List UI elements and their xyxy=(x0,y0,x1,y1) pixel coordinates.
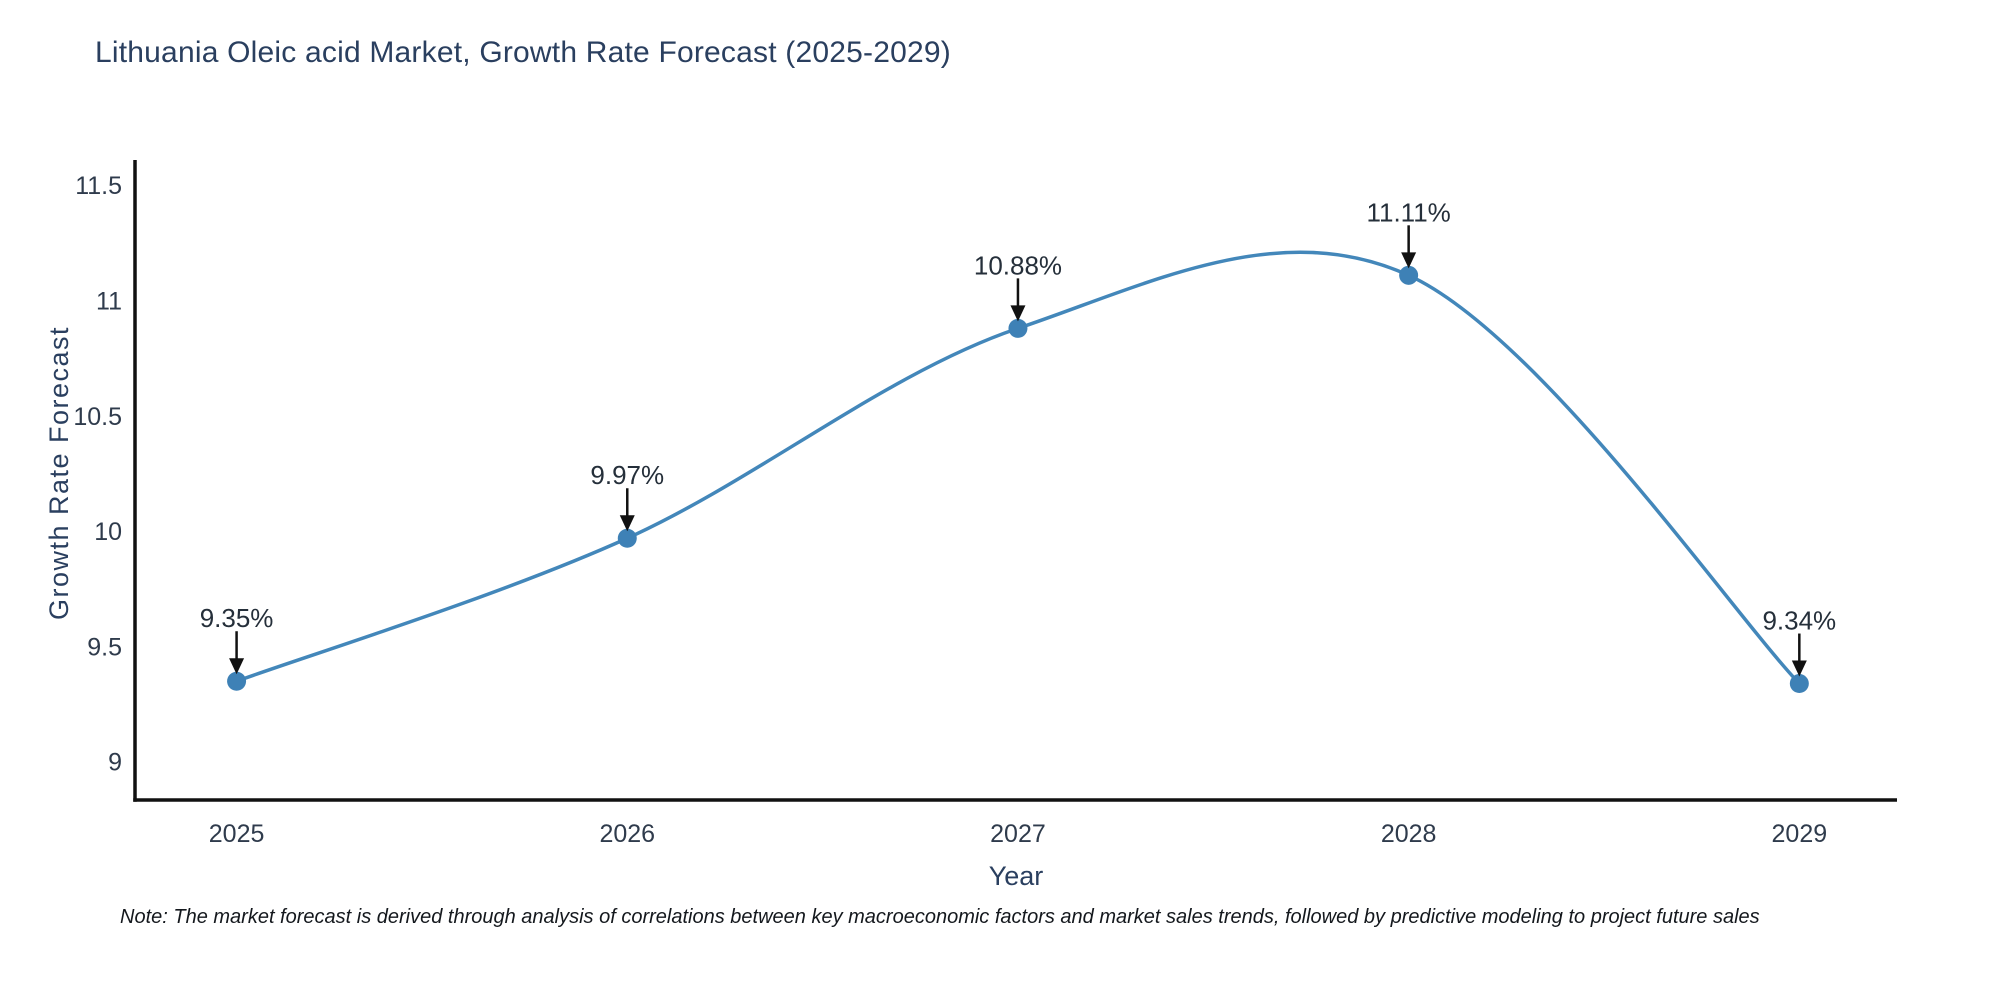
y-tick-label: 10 xyxy=(94,518,122,546)
y-tick-label: 11.5 xyxy=(75,172,122,200)
data-point-label: 10.88% xyxy=(974,250,1062,280)
data-point-label: 9.34% xyxy=(1762,606,1836,636)
data-point-marker[interactable] xyxy=(1789,674,1809,694)
y-axis-title: Growth Rate Forecast xyxy=(44,326,74,620)
x-tick-label: 2027 xyxy=(990,820,1046,848)
x-tick-label: 2026 xyxy=(599,820,655,848)
data-point-marker[interactable] xyxy=(1399,265,1419,285)
x-tick-label: 2025 xyxy=(209,820,265,848)
x-axis-title: Year xyxy=(989,861,1044,891)
data-point-marker[interactable] xyxy=(617,528,637,548)
annotation-arrowhead-icon xyxy=(619,515,635,532)
x-tick-label: 2029 xyxy=(1772,820,1828,848)
data-point-label: 9.35% xyxy=(200,603,274,633)
footnote-text: Note: The market forecast is derived thr… xyxy=(120,906,1760,928)
y-tick-label: 9 xyxy=(108,749,122,777)
data-point-marker[interactable] xyxy=(1008,318,1028,338)
annotation-arrowhead-icon xyxy=(1401,252,1417,269)
chart-title: Lithuania Oleic acid Market, Growth Rate… xyxy=(95,36,951,69)
y-tick-label: 10.5 xyxy=(73,403,122,431)
data-point-label: 9.97% xyxy=(590,460,664,490)
data-point-marker[interactable] xyxy=(227,671,247,691)
y-tick-label: 11 xyxy=(96,287,122,315)
x-tick-label: 2028 xyxy=(1381,820,1437,848)
trend-line xyxy=(234,250,1802,686)
annotation-arrowhead-icon xyxy=(1791,660,1807,677)
y-tick-label: 9.5 xyxy=(87,633,122,661)
data-point-label: 11.11% xyxy=(1366,197,1450,227)
annotation-arrowhead-icon xyxy=(229,658,245,675)
annotation-arrowhead-icon xyxy=(1010,305,1026,322)
